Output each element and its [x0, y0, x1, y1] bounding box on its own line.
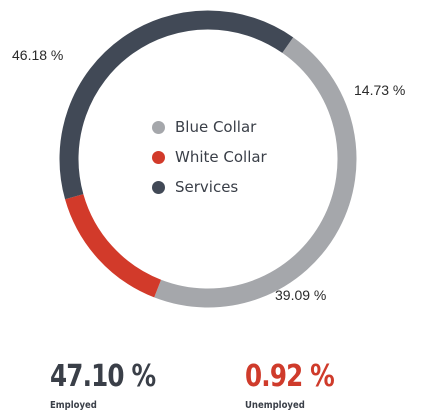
unemployed-value: 0.92 % — [245, 359, 335, 394]
donut-slice-blue-collar — [154, 37, 357, 308]
legend-label-services: Services — [175, 178, 239, 196]
employed-label: Employed — [50, 400, 97, 411]
data-label-white-collar: 14.73 % — [354, 82, 405, 98]
legend-label-white-collar: White Collar — [175, 148, 267, 166]
legend-item-white-collar: White Collar — [152, 142, 267, 172]
data-label-services: 39.09 % — [275, 287, 326, 303]
unemployed-label: Unemployed — [245, 400, 305, 411]
employed-value: 47.10 % — [50, 359, 156, 394]
legend-dot-white-collar — [152, 150, 165, 164]
employed-stat: 47.10 % Employed — [50, 359, 178, 412]
donut-slice-services — [59, 10, 294, 200]
donut-chart-svg: 46.18 % 14.73 % 39.09 % — [12, 10, 405, 308]
legend-dot-services — [152, 180, 165, 194]
legend-item-blue-collar: Blue Collar — [152, 112, 267, 142]
employment-stats: 47.10 % Employed 0.92 % Unemployed — [0, 360, 424, 420]
employment-donut-chart: 46.18 % 14.73 % 39.09 % Blue Collar White … — [12, 10, 405, 308]
legend-label-blue-collar: Blue Collar — [175, 118, 257, 136]
chart-legend: Blue Collar White Collar Services — [152, 112, 267, 202]
unemployed-stat: 0.92 % Unemployed — [245, 359, 354, 412]
legend-item-services: Services — [152, 172, 267, 202]
legend-dot-blue-collar — [152, 120, 165, 134]
donut-slice-white-collar — [65, 193, 162, 298]
data-label-blue-collar: 46.18 % — [12, 47, 63, 63]
